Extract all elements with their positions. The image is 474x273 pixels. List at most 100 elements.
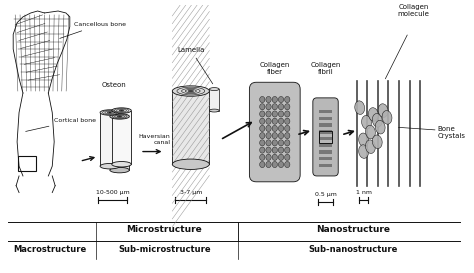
Ellipse shape	[284, 125, 290, 132]
Ellipse shape	[266, 118, 271, 124]
Ellipse shape	[284, 140, 290, 146]
Text: Macrostructure: Macrostructure	[14, 245, 87, 254]
Ellipse shape	[266, 125, 271, 132]
Text: Nanostructure: Nanostructure	[316, 225, 390, 234]
FancyBboxPatch shape	[313, 98, 338, 176]
Ellipse shape	[365, 125, 375, 139]
Text: 3-7 μm: 3-7 μm	[180, 191, 202, 195]
Ellipse shape	[260, 140, 265, 146]
Text: Haversian
canal: Haversian canal	[138, 134, 170, 146]
Text: Bone
Crystals: Bone Crystals	[438, 126, 466, 138]
Ellipse shape	[284, 161, 290, 168]
Ellipse shape	[210, 109, 219, 112]
Ellipse shape	[266, 154, 271, 160]
Text: Lamella: Lamella	[177, 47, 213, 84]
Text: Collagen
molecule: Collagen molecule	[397, 4, 429, 17]
Ellipse shape	[272, 154, 277, 160]
Ellipse shape	[272, 140, 277, 146]
Ellipse shape	[278, 161, 283, 168]
Ellipse shape	[260, 125, 265, 132]
Ellipse shape	[260, 96, 265, 103]
Ellipse shape	[260, 147, 265, 153]
Bar	[319, 110, 332, 113]
Ellipse shape	[278, 147, 283, 153]
Bar	[319, 137, 332, 140]
Ellipse shape	[112, 108, 131, 113]
Ellipse shape	[284, 118, 290, 124]
Ellipse shape	[278, 125, 283, 132]
Ellipse shape	[278, 140, 283, 146]
Ellipse shape	[100, 110, 119, 115]
Ellipse shape	[278, 133, 283, 139]
Ellipse shape	[272, 133, 277, 139]
Ellipse shape	[260, 133, 265, 139]
Ellipse shape	[284, 111, 290, 117]
Ellipse shape	[266, 111, 271, 117]
Ellipse shape	[272, 125, 277, 132]
Bar	[319, 157, 332, 161]
Ellipse shape	[368, 108, 378, 121]
Ellipse shape	[210, 88, 219, 91]
Ellipse shape	[266, 147, 271, 153]
Ellipse shape	[272, 111, 277, 117]
Ellipse shape	[284, 96, 290, 103]
FancyBboxPatch shape	[249, 82, 300, 182]
Text: Sub-microstructure: Sub-microstructure	[118, 245, 211, 254]
Text: 1 nm: 1 nm	[356, 191, 372, 195]
Ellipse shape	[284, 104, 290, 110]
Ellipse shape	[100, 164, 119, 169]
Bar	[319, 150, 332, 154]
Ellipse shape	[118, 116, 121, 117]
Ellipse shape	[266, 140, 271, 146]
Ellipse shape	[260, 111, 265, 117]
Ellipse shape	[272, 161, 277, 168]
Ellipse shape	[284, 147, 290, 153]
Ellipse shape	[266, 161, 271, 168]
Bar	[110, 116, 129, 170]
Ellipse shape	[188, 90, 193, 92]
Ellipse shape	[373, 135, 382, 149]
Ellipse shape	[278, 154, 283, 160]
Ellipse shape	[378, 104, 388, 117]
Ellipse shape	[375, 120, 385, 134]
Ellipse shape	[110, 167, 129, 173]
Bar	[319, 131, 332, 143]
Ellipse shape	[109, 112, 111, 113]
Ellipse shape	[110, 114, 129, 119]
Ellipse shape	[278, 118, 283, 124]
Ellipse shape	[373, 114, 382, 127]
Ellipse shape	[172, 86, 210, 96]
Bar	[319, 123, 332, 127]
Ellipse shape	[284, 154, 290, 160]
Ellipse shape	[355, 101, 365, 114]
Bar	[172, 91, 210, 164]
Ellipse shape	[359, 133, 368, 147]
Ellipse shape	[260, 104, 265, 110]
Text: Cancellous bone: Cancellous bone	[60, 22, 126, 38]
Bar	[112, 111, 131, 164]
Ellipse shape	[260, 118, 265, 124]
Ellipse shape	[172, 159, 210, 170]
Text: Collagen
fiber: Collagen fiber	[260, 63, 290, 75]
Ellipse shape	[362, 115, 372, 129]
Text: Microstructure: Microstructure	[127, 225, 202, 234]
Text: 10-500 μm: 10-500 μm	[96, 191, 129, 195]
Bar	[18, 156, 36, 171]
Bar	[319, 130, 332, 133]
Ellipse shape	[382, 111, 392, 124]
Bar	[100, 112, 119, 166]
Ellipse shape	[272, 118, 277, 124]
Ellipse shape	[266, 96, 271, 103]
Ellipse shape	[112, 162, 131, 167]
Ellipse shape	[272, 104, 277, 110]
Ellipse shape	[272, 96, 277, 103]
Ellipse shape	[359, 145, 368, 158]
Text: Cortical bone: Cortical bone	[26, 118, 96, 131]
Bar	[319, 117, 332, 120]
Ellipse shape	[266, 133, 271, 139]
Text: 0.5 μm: 0.5 μm	[315, 192, 337, 197]
Ellipse shape	[260, 154, 265, 160]
Ellipse shape	[120, 110, 123, 111]
Ellipse shape	[278, 96, 283, 103]
Text: Sub-nanostructure: Sub-nanostructure	[308, 245, 398, 254]
